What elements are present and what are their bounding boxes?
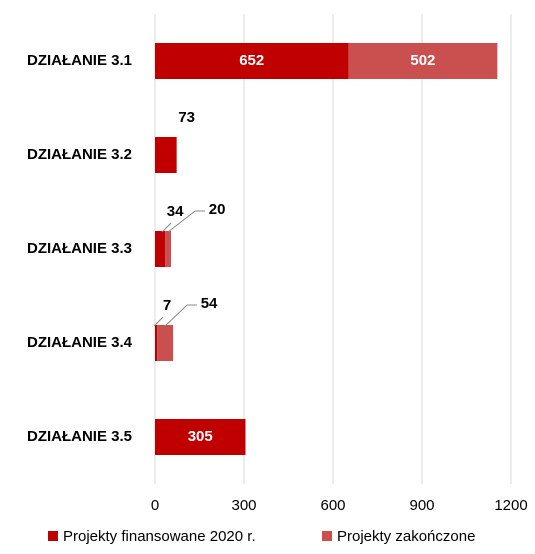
leader-line (161, 222, 172, 233)
data-label: 502 (410, 52, 435, 69)
legend-swatch (48, 531, 58, 541)
bar (155, 231, 166, 267)
x-tick-label: 300 (231, 497, 256, 514)
bar (165, 231, 172, 267)
x-tick-label: 900 (409, 497, 434, 514)
category-label: DZIAŁANIE 3.5 (27, 428, 132, 445)
category-label: DZIAŁANIE 3.3 (27, 240, 132, 257)
category-label: DZIAŁANIE 3.2 (27, 146, 132, 163)
bar (155, 43, 349, 79)
bar (157, 325, 174, 361)
legend-label: Projekty finansowane 2020 r. (63, 528, 256, 545)
category-label: DZIAŁANIE 3.1 (27, 52, 132, 69)
bar (348, 43, 498, 79)
data-label: 652 (239, 52, 264, 69)
legend-label: Projekty zakończone (337, 528, 475, 545)
x-tick-label: 0 (151, 497, 159, 514)
leader-line (167, 210, 196, 233)
data-label: 305 (188, 428, 213, 445)
data-label: 34 (167, 203, 184, 220)
data-label: 7 (163, 297, 171, 314)
leader-line (153, 316, 164, 327)
bar (155, 325, 158, 361)
x-tick-label: 1200 (494, 497, 527, 514)
data-label: 20 (209, 201, 226, 218)
data-label: 54 (201, 295, 218, 312)
bar (155, 419, 246, 455)
data-label: 73 (178, 109, 195, 126)
leader-line (164, 304, 188, 327)
category-label: DZIAŁANIE 3.4 (27, 334, 133, 351)
legend-swatch (322, 531, 332, 541)
bar (155, 137, 177, 173)
x-tick-label: 600 (320, 497, 345, 514)
